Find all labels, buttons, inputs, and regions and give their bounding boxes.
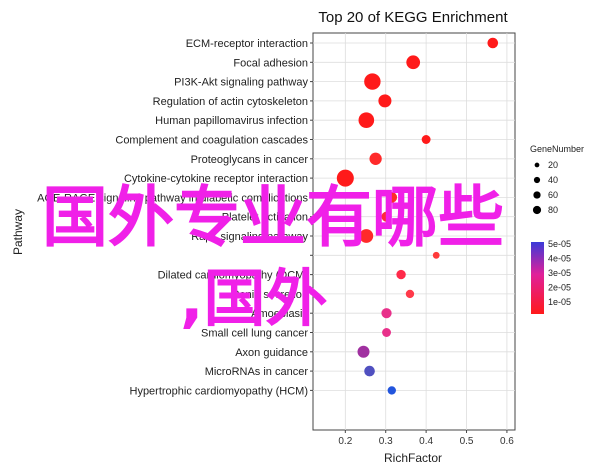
data-point bbox=[381, 211, 392, 222]
data-point bbox=[381, 308, 392, 319]
qvalue-colorbar bbox=[531, 242, 544, 314]
data-point bbox=[421, 135, 431, 144]
x-axis-title: RichFactor bbox=[384, 451, 442, 465]
pathway-label: Small cell lung cancer bbox=[201, 328, 308, 340]
data-point bbox=[432, 251, 440, 259]
watermark-overlay: 国外专业有哪些 ,国外 bbox=[42, 179, 504, 335]
size-legend-label: 20 bbox=[548, 160, 558, 170]
data-point bbox=[387, 386, 396, 395]
qvalue-tick-label: 2e-05 bbox=[548, 283, 571, 293]
data-point bbox=[487, 37, 499, 49]
pathway-label: PI3K-Akt signaling pathway bbox=[174, 77, 308, 89]
pathway-label: Platelet activation bbox=[222, 212, 308, 224]
data-point bbox=[386, 192, 398, 203]
data-point bbox=[382, 328, 391, 337]
pathway-label: Complement and coagulation cascades bbox=[115, 135, 308, 147]
data-point bbox=[369, 152, 382, 165]
size-legend-label: 40 bbox=[548, 175, 558, 185]
qvalue-tick-label: 1e-05 bbox=[548, 297, 571, 307]
data-point bbox=[359, 229, 374, 243]
data-point bbox=[358, 112, 375, 129]
gene-number-legend: GeneNumber 20 40 60 80 bbox=[530, 144, 584, 215]
data-point bbox=[364, 365, 375, 377]
pathway-label: Focal adhesion bbox=[233, 57, 308, 69]
overlay-line-2: ,国外 bbox=[180, 262, 328, 335]
x-tick-label: 0.4 bbox=[419, 436, 433, 447]
data-point bbox=[378, 94, 392, 108]
pathway-label: Renin secretion bbox=[232, 289, 308, 301]
overlay-line-1: 国外专业有哪些 bbox=[42, 179, 504, 256]
qvalue-tick-label: 3e-05 bbox=[548, 268, 571, 278]
data-point bbox=[357, 345, 370, 358]
pathway-label: Axon guidance bbox=[235, 347, 308, 359]
data-point bbox=[396, 269, 406, 280]
data-point bbox=[405, 289, 415, 299]
data-point bbox=[406, 55, 421, 70]
chart-title: Top 20 of KEGG Enrichment bbox=[318, 9, 508, 26]
plot-border bbox=[312, 32, 516, 431]
size-legend-label: 80 bbox=[548, 205, 558, 215]
pathway-label: MicroRNAs in cancer bbox=[205, 366, 309, 378]
qvalue-tick-label: 4e-05 bbox=[548, 254, 571, 264]
data-point bbox=[364, 73, 381, 90]
data-points bbox=[336, 37, 499, 395]
x-tick-label: 0.5 bbox=[460, 436, 474, 447]
x-tick-label: 0.3 bbox=[379, 436, 393, 447]
data-point bbox=[336, 169, 354, 187]
pathway-label: Dilated cardiomyopathy (DCM) bbox=[158, 270, 308, 282]
pathway-label: Regulation of actin cytoskeleton bbox=[153, 96, 308, 108]
x-tick-label: 0.6 bbox=[500, 436, 514, 447]
qvalue-tick-label: 5e-05 bbox=[548, 239, 571, 249]
pathway-labels: ECM-receptor interaction Focal adhesion PI… bbox=[37, 38, 313, 397]
pathway-label: Cytokine-cytokine receptor interaction bbox=[124, 173, 308, 185]
size-legend-dot bbox=[533, 191, 541, 199]
pathway-label: Hypertrophic cardiomyopathy (HCM) bbox=[130, 385, 309, 397]
size-legend-dot bbox=[534, 162, 540, 168]
pathway-label: Rap1 signaling pathway bbox=[191, 231, 308, 243]
pathway-label: ECM-receptor interaction bbox=[186, 38, 308, 50]
x-axis-ticks: 0.2 0.3 0.4 0.5 0.6 bbox=[338, 430, 514, 447]
size-legend-dot bbox=[532, 205, 542, 215]
y-axis-title: Pathway bbox=[11, 209, 25, 255]
pathway-label: AGE-RAGE signaling pathway in diabetic c… bbox=[37, 192, 308, 204]
size-legend-dot bbox=[533, 176, 541, 184]
qvalue-legend: 1e-05 2e-05 3e-05 4e-05 5e-05 bbox=[531, 239, 571, 314]
x-tick-label: 0.2 bbox=[338, 436, 352, 447]
size-legend-label: 60 bbox=[548, 190, 558, 200]
pathway-label: Amoebiasis bbox=[251, 308, 308, 320]
pathway-label: Human papillomavirus infection bbox=[155, 115, 308, 127]
pathway-label: Proteoglycans in cancer bbox=[191, 154, 309, 166]
gene-number-legend-title: GeneNumber bbox=[530, 144, 584, 154]
